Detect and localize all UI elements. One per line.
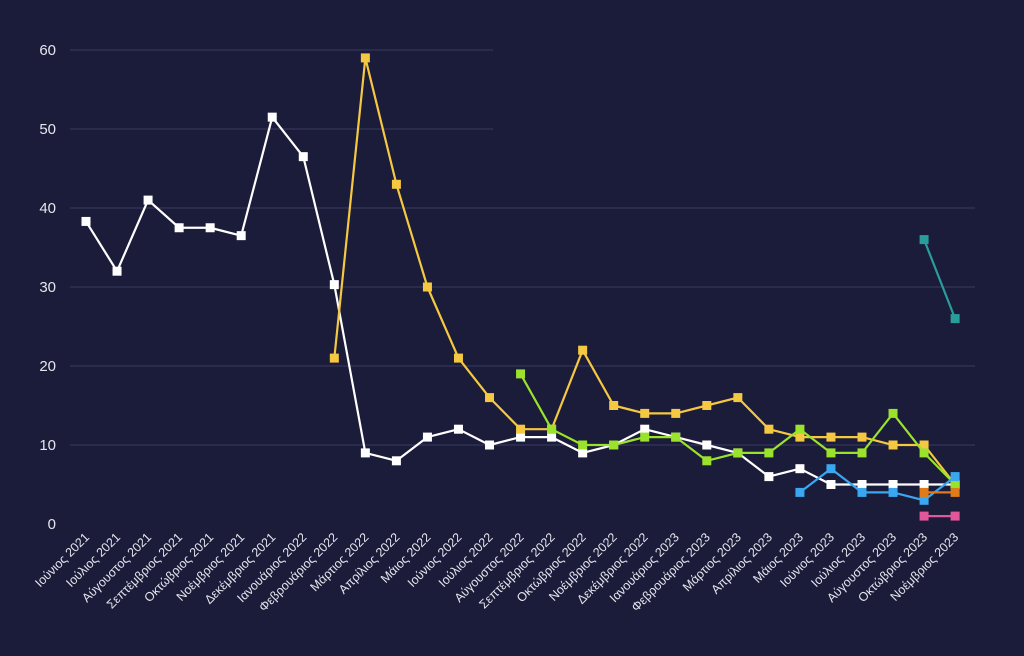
data-point[interactable]: [453, 353, 463, 363]
data-point[interactable]: [919, 235, 929, 245]
data-point[interactable]: [919, 511, 929, 521]
data-point[interactable]: [391, 456, 401, 466]
y-tick-label: 10: [39, 437, 56, 454]
series-line: [333, 56, 956, 486]
data-point[interactable]: [174, 223, 184, 233]
data-point[interactable]: [764, 424, 774, 434]
data-point[interactable]: [702, 456, 712, 466]
data-point[interactable]: [236, 231, 246, 241]
data-point[interactable]: [360, 53, 370, 63]
data-point[interactable]: [950, 480, 960, 489]
data-point[interactable]: [919, 495, 929, 505]
data-point[interactable]: [422, 282, 432, 292]
data-point[interactable]: [950, 487, 960, 497]
data-point[interactable]: [795, 432, 805, 442]
series-2: [516, 369, 960, 489]
data-point[interactable]: [888, 408, 898, 418]
data-point[interactable]: [329, 280, 339, 290]
data-point[interactable]: [733, 393, 743, 403]
data-point[interactable]: [609, 401, 619, 410]
data-point[interactable]: [578, 448, 588, 458]
data-point[interactable]: [205, 223, 215, 233]
data-point[interactable]: [516, 432, 526, 442]
series-4: [919, 487, 960, 497]
data-point[interactable]: [950, 314, 960, 324]
data-point[interactable]: [547, 424, 557, 434]
data-point[interactable]: [547, 432, 557, 442]
data-point[interactable]: [826, 432, 836, 442]
data-point[interactable]: [826, 480, 836, 489]
data-point[interactable]: [702, 401, 712, 410]
series-line: [799, 467, 956, 502]
data-point[interactable]: [485, 440, 495, 450]
data-point[interactable]: [764, 472, 774, 482]
data-point[interactable]: [919, 448, 929, 458]
data-point[interactable]: [640, 424, 650, 434]
data-point[interactable]: [671, 408, 681, 418]
data-point[interactable]: [888, 480, 898, 489]
data-point[interactable]: [485, 393, 495, 403]
y-tick-label: 30: [39, 279, 56, 296]
data-point[interactable]: [826, 448, 836, 458]
y-tick-label: 0: [48, 516, 56, 533]
data-point[interactable]: [795, 424, 805, 434]
series-1: [329, 53, 960, 489]
series-3: [795, 464, 960, 505]
data-point[interactable]: [857, 432, 867, 442]
data-point[interactable]: [888, 440, 898, 450]
data-point[interactable]: [609, 440, 619, 450]
data-point[interactable]: [919, 480, 929, 489]
data-point[interactable]: [391, 179, 401, 189]
data-point[interactable]: [950, 472, 960, 482]
data-point[interactable]: [453, 424, 463, 434]
data-point[interactable]: [950, 511, 960, 521]
data-point[interactable]: [857, 487, 867, 497]
data-point[interactable]: [733, 448, 743, 458]
data-point[interactable]: [640, 408, 650, 418]
data-point[interactable]: [578, 345, 588, 355]
series-line: [519, 373, 956, 486]
data-point[interactable]: [795, 464, 805, 474]
grid: [70, 49, 975, 446]
data-point[interactable]: [329, 353, 339, 363]
data-point[interactable]: [795, 487, 805, 497]
data-point[interactable]: [360, 448, 370, 458]
data-point[interactable]: [671, 432, 681, 442]
data-point[interactable]: [857, 480, 867, 489]
data-point[interactable]: [422, 432, 432, 442]
series-line: [923, 239, 957, 320]
data-point[interactable]: [516, 369, 526, 379]
data-point[interactable]: [764, 448, 774, 458]
data-point[interactable]: [888, 487, 898, 497]
y-axis-ticks: 0 10 20 30 40 50 60: [39, 42, 56, 533]
y-tick-label: 20: [39, 358, 56, 375]
data-point[interactable]: [640, 432, 650, 442]
data-point[interactable]: [919, 440, 929, 450]
series-6: [919, 235, 960, 324]
data-point[interactable]: [112, 266, 122, 276]
data-point[interactable]: [516, 424, 526, 434]
series-5: [919, 511, 960, 521]
data-point[interactable]: [919, 487, 929, 497]
data-point[interactable]: [702, 440, 712, 450]
data-point[interactable]: [857, 448, 867, 458]
y-tick-label: 50: [39, 121, 56, 138]
data-point[interactable]: [81, 216, 91, 226]
data-point[interactable]: [578, 440, 588, 450]
data-point[interactable]: [267, 112, 277, 122]
data-point[interactable]: [298, 152, 308, 162]
y-tick-label: 60: [39, 42, 56, 59]
y-tick-label: 40: [39, 200, 56, 217]
data-point[interactable]: [826, 464, 836, 474]
data-point[interactable]: [143, 195, 153, 205]
series-group: [81, 53, 960, 521]
